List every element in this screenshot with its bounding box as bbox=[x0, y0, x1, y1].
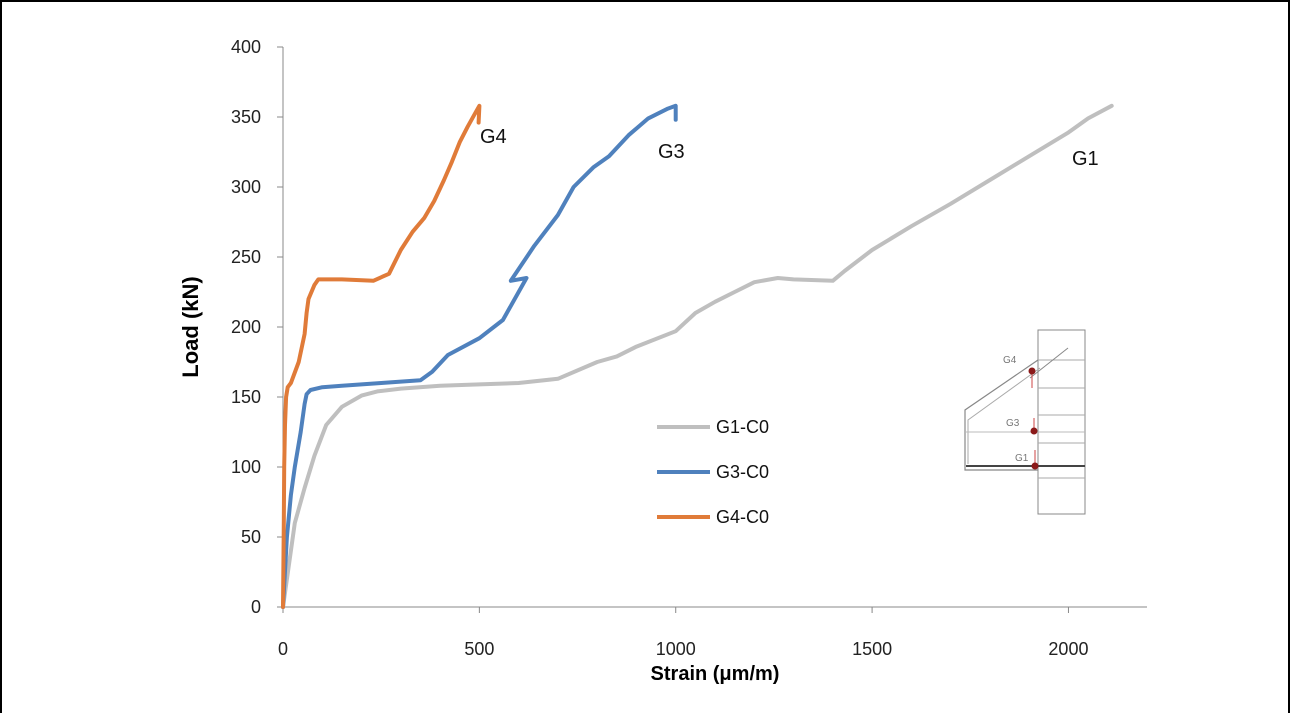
x-tick-label: 2000 bbox=[1048, 639, 1088, 659]
y-tick-label: 400 bbox=[231, 37, 261, 57]
y-tick-label: 350 bbox=[231, 107, 261, 127]
series-line-g1-c0 bbox=[281, 103, 1114, 609]
x-tick-label: 1000 bbox=[656, 639, 696, 659]
annotation-g4: G4 bbox=[480, 126, 507, 148]
inset-column bbox=[1037, 329, 1086, 515]
annotation-g3: G3 bbox=[658, 141, 685, 163]
x-tick-label: 1500 bbox=[852, 639, 892, 659]
y-tick-label: 0 bbox=[251, 597, 261, 617]
y-tick-label: 250 bbox=[231, 247, 261, 267]
y-tick-label: 100 bbox=[231, 457, 261, 477]
x-tick-label: 500 bbox=[464, 639, 494, 659]
y-tick-label: 200 bbox=[231, 317, 261, 337]
series-layer bbox=[281, 103, 1114, 609]
series-line-g3-c0 bbox=[281, 103, 678, 609]
gauge-location-inset: G4 G3 G1 bbox=[964, 329, 1086, 515]
series-line-g4-c0 bbox=[281, 103, 482, 609]
inset-label-g3: G3 bbox=[1006, 418, 1020, 429]
gauge-g4-marker bbox=[1028, 367, 1036, 375]
y-axis-title: Load (kN) bbox=[178, 276, 203, 377]
inset-corbel-inner bbox=[967, 367, 1041, 464]
labels-layer: G4 G3 G1 Strain (μm/m) Load (kN) bbox=[178, 126, 1099, 685]
inset-corbel-outline bbox=[964, 359, 1039, 471]
x-tick-label: 0 bbox=[278, 639, 288, 659]
axes: 0 50 100 150 200 250 300 350 400 0 500 1000 1500 2000 bbox=[231, 37, 1147, 659]
y-tick-label: 50 bbox=[241, 527, 261, 547]
gauge-g3-marker bbox=[1030, 427, 1038, 435]
legend-label-g3-c0: G3-C0 bbox=[716, 462, 769, 482]
inset-diagonal bbox=[1029, 347, 1069, 379]
legend-label-g4-c0: G4-C0 bbox=[716, 507, 769, 527]
inset-label-g4: G4 bbox=[1003, 355, 1017, 366]
y-tick-label: 300 bbox=[231, 177, 261, 197]
annotation-g1: G1 bbox=[1072, 148, 1099, 170]
legend-label-g1-c0: G1-C0 bbox=[716, 417, 769, 437]
inset-label-g1: G1 bbox=[1015, 453, 1029, 464]
gauge-g1-marker bbox=[1031, 462, 1039, 470]
legend: G1-C0 G3-C0 G4-C0 bbox=[657, 417, 769, 527]
x-axis-title: Strain (μm/m) bbox=[651, 663, 780, 685]
y-tick-label: 150 bbox=[231, 387, 261, 407]
